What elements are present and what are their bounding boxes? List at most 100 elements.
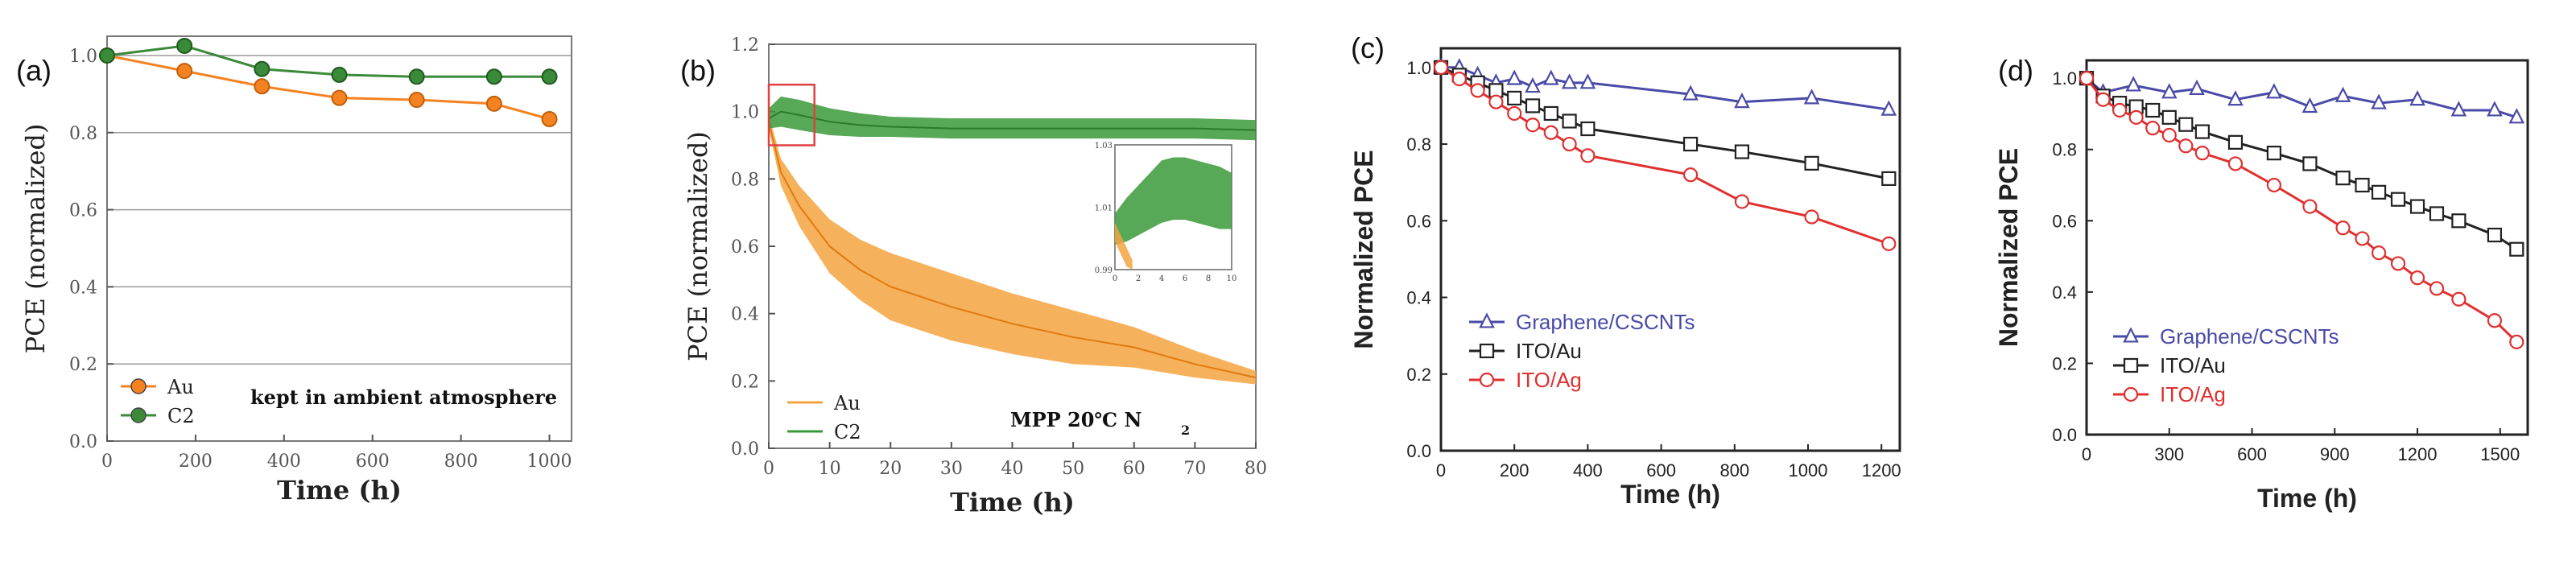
series-line-au: [768, 121, 1257, 379]
y-tick-label: 0.0: [731, 439, 759, 460]
legend-marker: [130, 378, 147, 394]
x-tick-label: 60: [1123, 459, 1146, 479]
x-tick-label: 20: [879, 459, 902, 479]
data-point: [331, 66, 348, 83]
x-tick-label: 800: [1719, 460, 1749, 480]
data-point: [2487, 313, 2502, 328]
data-point: [2409, 199, 2425, 214]
annotation-text: kept in ambient atmosphere: [250, 386, 557, 409]
inset-x-tick-label: 2: [1136, 274, 1141, 283]
legend-marker: [2123, 357, 2139, 373]
annotation-text: MPP 20℃ N: [1010, 408, 1141, 431]
data-point: [1580, 121, 1596, 137]
data-point: [1580, 148, 1596, 163]
data-point: [2509, 241, 2524, 257]
data-point: [2161, 109, 2177, 125]
data-point: [2371, 245, 2387, 261]
data-point: [1881, 171, 1897, 187]
data-point: [1561, 73, 1578, 89]
data-point: [2371, 93, 2387, 109]
data-point: [2335, 221, 2351, 236]
data-point: [2390, 192, 2406, 207]
data-point: [2302, 156, 2318, 171]
y-tick-label: 0.0: [2052, 425, 2077, 445]
x-tick-label: 300: [2154, 444, 2184, 464]
x-tick-label: 400: [267, 452, 301, 472]
data-point: [541, 110, 558, 127]
legend-label: ITO/Ag: [1516, 368, 1582, 392]
data-point: [1881, 236, 1897, 251]
y-tick-label: 0.6: [1406, 211, 1431, 231]
data-point: [1525, 98, 1541, 113]
data-point: [1433, 60, 1449, 75]
data-point: [2227, 90, 2244, 106]
x-tick-label: 30: [940, 459, 963, 479]
x-tick-label: 40: [1001, 459, 1024, 479]
data-point: [1734, 194, 1750, 209]
data-point: [2145, 121, 2161, 136]
data-point: [2429, 206, 2445, 221]
data-point: [176, 37, 193, 54]
y-tick-label: 0.2: [1406, 365, 1431, 385]
data-point: [2451, 213, 2467, 229]
data-point: [1543, 125, 1558, 140]
y-axis-label: Normalized PCE: [1994, 148, 2023, 347]
panel-label: (b): [680, 54, 716, 87]
data-point: [1543, 105, 1558, 122]
data-point: [1880, 100, 1897, 116]
data-point: [2508, 108, 2525, 124]
series-line-c2: [768, 110, 1257, 131]
data-point: [2355, 231, 2370, 246]
data-point: [2266, 146, 2281, 161]
data-point: [408, 92, 425, 109]
legend-label: Graphene/CSCNTs: [1516, 310, 1695, 334]
plot-frame: [106, 35, 572, 442]
data-point: [2178, 138, 2194, 154]
data-point: [1507, 105, 1522, 122]
data-point: [1734, 144, 1750, 159]
inset-y-tick-label: 1.03: [1095, 142, 1113, 151]
data-point: [2125, 76, 2142, 92]
data-point: [2112, 102, 2128, 118]
x-tick-label: 1500: [2480, 444, 2520, 464]
x-tick-label: 50: [1062, 459, 1084, 479]
legend-label: Au: [833, 392, 861, 414]
data-point: [1734, 93, 1750, 109]
data-point: [2301, 97, 2318, 113]
panel-label: (a): [16, 54, 52, 87]
data-point: [1525, 118, 1541, 133]
data-point: [485, 68, 502, 85]
data-point: [99, 47, 115, 64]
y-tick-label: 1.0: [731, 103, 759, 123]
x-tick-label: 800: [444, 452, 478, 472]
data-point: [2128, 109, 2144, 125]
data-point: [2302, 199, 2318, 214]
data-point: [1562, 113, 1577, 129]
y-tick-label: 0.6: [2052, 211, 2077, 231]
data-point: [1451, 71, 1467, 87]
panel-label: (c): [1351, 31, 1385, 64]
y-tick-label: 0.0: [1406, 441, 1431, 461]
x-tick-label: 400: [1573, 460, 1603, 480]
data-point: [2429, 281, 2445, 296]
data-point: [2079, 71, 2095, 86]
x-tick-label: 0: [763, 459, 774, 479]
data-point: [2355, 177, 2370, 193]
inset-band-au: [1115, 222, 1133, 270]
data-point: [254, 78, 270, 95]
data-point: [1682, 85, 1699, 101]
data-point: [1579, 73, 1596, 89]
x-tick-label: 0: [101, 452, 113, 472]
x-tick-label: 600: [1646, 460, 1676, 480]
data-point: [1803, 89, 1820, 105]
legend-marker: [1479, 343, 1495, 359]
inset-y-tick-label: 0.99: [1095, 266, 1113, 275]
inset-band-c2: [1115, 157, 1232, 245]
y-tick-label: 0.8: [1406, 134, 1431, 155]
legend-marker: [2123, 386, 2139, 402]
inset-x-tick-label: 8: [1206, 274, 1211, 283]
data-point: [176, 63, 193, 80]
zoom-highlight-box: [767, 83, 815, 146]
legend-marker: [1479, 372, 1495, 388]
